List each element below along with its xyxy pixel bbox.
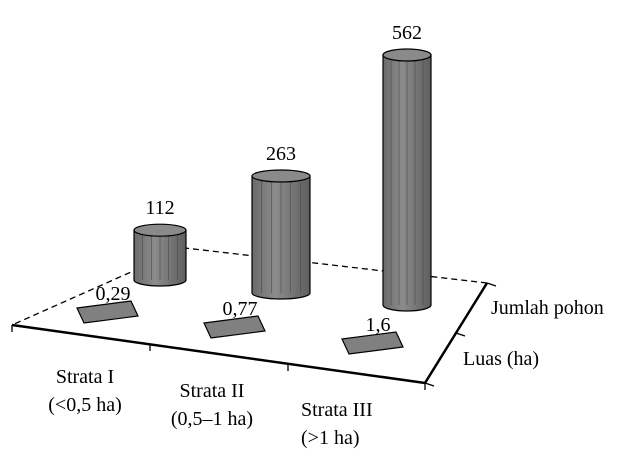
data-label-jumlah-pohon-1: 112 — [145, 197, 174, 219]
series-label-luas: Luas (ha) — [463, 348, 539, 370]
floor-back-edge — [184, 247, 488, 284]
category-label-1-line-1: Strata I — [56, 366, 114, 388]
flat-bar-3 — [341, 331, 404, 355]
floor-front-edge — [11, 323, 426, 385]
flat-bar-2 — [203, 315, 266, 339]
series-label-jumlah-pohon: Jumlah pohon — [491, 297, 604, 319]
depth-tick-luas — [424, 382, 435, 387]
data-label-jumlah-pohon-2: 263 — [266, 143, 296, 165]
category-label-3-line-1: Strata III — [301, 399, 373, 421]
data-label-luas-3: 1,6 — [366, 314, 391, 336]
flat-bar-1 — [76, 300, 139, 324]
cylinder-bar-2-top — [251, 169, 311, 183]
category-label-3-line-2: (>1 ha) — [301, 427, 359, 449]
category-label-2-line-1: Strata II — [180, 380, 245, 402]
depth-tick-jumlah-pohon — [486, 282, 497, 287]
data-label-luas-1: 0,29 — [96, 283, 131, 305]
data-label-jumlah-pohon-3: 562 — [392, 22, 422, 44]
data-label-luas-2: 0,77 — [223, 298, 258, 320]
cylinder-bar-3-top — [382, 48, 432, 62]
category-label-2-line-2: (0,5–1 ha) — [171, 408, 253, 430]
depth-tick-mid — [455, 332, 466, 337]
category-label-1-line-2: (<0,5 ha) — [48, 394, 121, 416]
cylinder-bar-1-top — [133, 223, 187, 237]
